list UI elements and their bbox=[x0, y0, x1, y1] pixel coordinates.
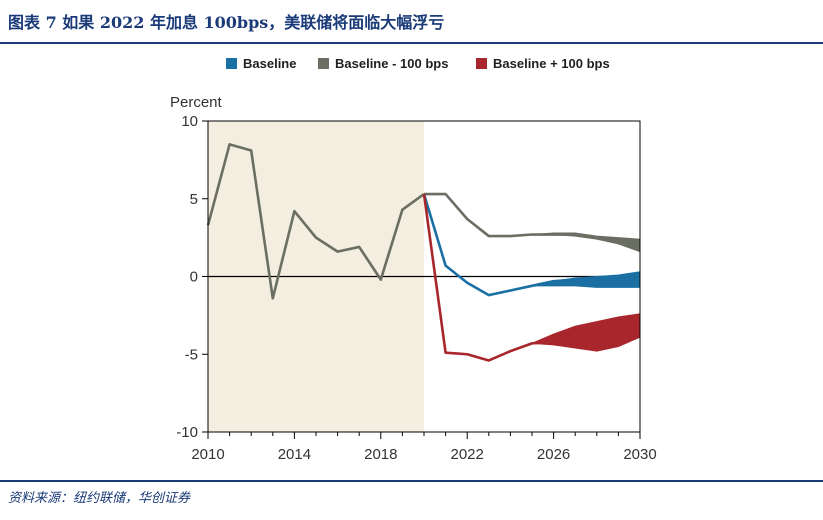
y-tick-label: -5 bbox=[185, 346, 198, 363]
legend-item-baseline-minus: Baseline - 100 bps bbox=[318, 56, 448, 71]
x-tick-label: 2022 bbox=[451, 446, 484, 463]
title-bar: 图表 7 如果 2022 年加息 100bps，美联储将面临大幅浮亏 bbox=[0, 0, 823, 46]
y-axis-title: Percent bbox=[170, 94, 223, 111]
series-line-baseline-100-bps bbox=[422, 193, 641, 362]
series-line-baseline-100-bps bbox=[424, 192, 641, 246]
x-tick-label: 2026 bbox=[537, 446, 570, 463]
y-tick-label: 5 bbox=[190, 191, 198, 208]
y-tick-label: -10 bbox=[176, 424, 198, 441]
y-tick-label: 0 bbox=[190, 269, 198, 286]
line-chart: 10 5 0 -5 -10 2010 2014 2018 2022 2026 2030 Percent bbox=[170, 94, 657, 463]
title-rule bbox=[0, 42, 823, 44]
legend-swatch-baseline bbox=[226, 58, 237, 69]
legend-label-baseline: Baseline bbox=[243, 56, 297, 71]
legend-label-baseline-minus: Baseline - 100 bps bbox=[335, 56, 449, 71]
legend-swatch-baseline-plus bbox=[476, 58, 487, 69]
legend-swatch-baseline-minus bbox=[318, 58, 329, 69]
legend-label-baseline-plus: Baseline + 100 bps bbox=[493, 56, 610, 71]
legend-item-baseline: Baseline bbox=[226, 56, 296, 71]
figure-title: 图表 7 如果 2022 年加息 100bps，美联储将面临大幅浮亏 bbox=[8, 13, 445, 32]
chart-legend: Baseline Baseline - 100 bps Baseline + 1… bbox=[0, 56, 823, 76]
series-line-historical bbox=[206, 143, 425, 300]
band-baseline-100-bps bbox=[424, 193, 641, 253]
x-tick-label: 2014 bbox=[278, 446, 311, 463]
source-rule bbox=[0, 480, 823, 482]
x-tick-label: 2030 bbox=[623, 446, 656, 463]
source-note: 资料来源：纽约联储，华创证券 bbox=[8, 491, 191, 506]
x-tick-label: 2010 bbox=[191, 446, 224, 463]
series-line-baseline bbox=[422, 193, 640, 297]
x-tick-label: 2018 bbox=[364, 446, 397, 463]
y-tick-label: 10 bbox=[181, 113, 198, 130]
legend-item-baseline-plus: Baseline + 100 bps bbox=[476, 56, 610, 71]
